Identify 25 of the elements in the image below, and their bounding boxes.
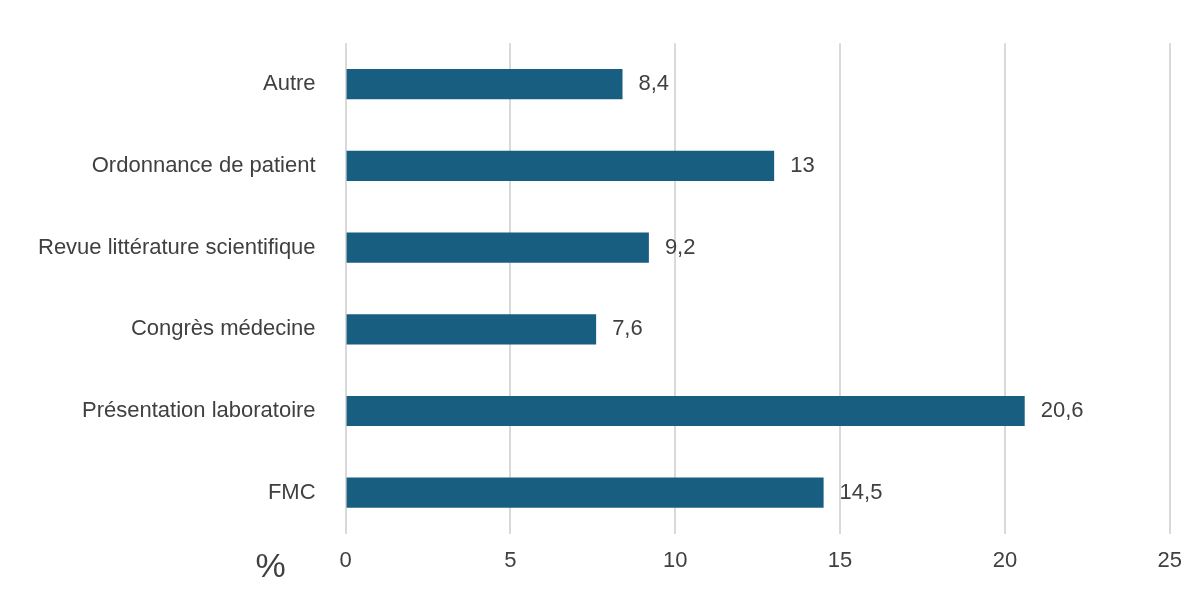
- x-tick-label: 20: [992, 546, 1018, 572]
- y-tick-label: Congrès médecine: [130, 315, 316, 341]
- bar: [346, 150, 775, 181]
- y-tick-label: Présentation laboratoire: [82, 397, 316, 423]
- data-label: 7,6: [612, 315, 643, 341]
- x-tick-label: 5: [504, 546, 517, 572]
- y-tick-label: Revue littérature scientifique: [38, 233, 316, 259]
- x-tick-label: 0: [339, 546, 352, 572]
- bar: [346, 314, 597, 345]
- data-label: 8,4: [638, 70, 670, 96]
- x-tick-label: 15: [827, 546, 853, 572]
- y-tick-label: FMC: [267, 478, 316, 504]
- x-tick-label: 25: [1157, 546, 1183, 572]
- x-axis-title: %: [255, 545, 286, 584]
- bar: [346, 395, 1025, 427]
- bar: [346, 68, 623, 100]
- data-label: 13: [790, 151, 815, 177]
- y-tick-label: Ordonnance de patient: [91, 151, 316, 177]
- data-label: 20,6: [1040, 397, 1084, 423]
- data-label: 9,2: [664, 233, 696, 259]
- y-tick-label: Autre: [263, 70, 316, 96]
- data-label: 14,5: [839, 478, 883, 504]
- bar: [346, 477, 824, 508]
- bar: [346, 232, 649, 263]
- x-tick-label: 10: [663, 546, 688, 572]
